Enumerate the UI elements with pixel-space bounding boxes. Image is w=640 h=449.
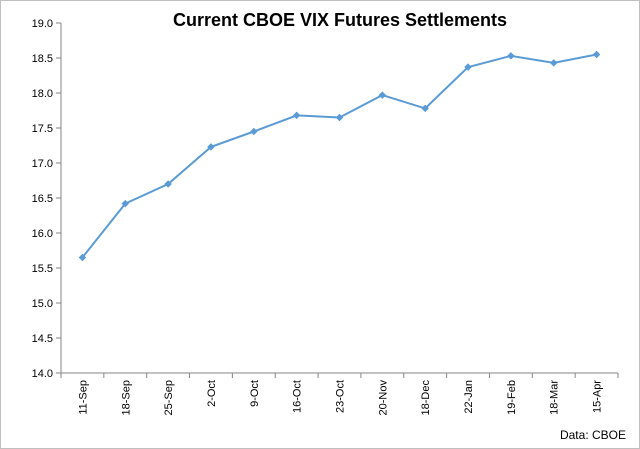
chart-series [78, 50, 601, 262]
data-point [507, 52, 515, 60]
data-point [335, 113, 344, 122]
series-line [81, 53, 597, 259]
x-tick-label: 18-Dec [420, 380, 432, 416]
y-tick-label: 19.0 [32, 18, 53, 30]
y-tick-label: 15.0 [32, 298, 53, 310]
data-point [464, 63, 472, 71]
x-tick-label: 22-Jan [463, 380, 475, 414]
source-annotation: Data: CBOE [559, 428, 626, 442]
y-tick-label: 14.5 [32, 333, 53, 345]
x-tick-label: 19-Feb [506, 380, 518, 415]
data-point [292, 111, 301, 120]
y-tick-label: 16.5 [32, 193, 53, 205]
data-point [121, 199, 130, 208]
x-tick-label: 16-Oct [292, 380, 304, 413]
data-point [164, 180, 172, 188]
y-tick-label: 15.5 [32, 263, 53, 275]
y-tick-label: 17.5 [32, 123, 53, 135]
data-point [78, 253, 87, 262]
x-tick-label: 18-Mar [549, 380, 561, 415]
chart-axes [60, 23, 618, 374]
x-tick-label: 2-Oct [206, 380, 218, 407]
data-point [549, 59, 558, 67]
data-point [207, 143, 215, 151]
y-tick-label: 18.0 [32, 88, 53, 100]
x-tick-label: 9-Oct [249, 380, 261, 407]
y-tick-label: 17.0 [32, 158, 53, 170]
x-tick-label: 15-Apr [592, 380, 604, 413]
data-point [421, 104, 430, 113]
x-tick-label: 18-Sep [120, 380, 132, 415]
data-point [592, 50, 601, 59]
data-point [249, 127, 258, 136]
chart-title: Current CBOE VIX Futures Settlements [172, 10, 508, 30]
x-tick-label: 20-Nov [377, 380, 389, 416]
chart-ticks: 14.0 14.5 15.0 15.5 16.0 16.5 17.0 17.5 18.0 18.5… [32, 18, 619, 416]
x-tick-label: 23-Oct [335, 380, 347, 413]
x-tick-label: 25-Sep [163, 380, 175, 415]
y-tick-label: 14.0 [32, 368, 53, 380]
data-point [378, 91, 387, 99]
y-tick-label: 18.5 [32, 53, 53, 65]
y-tick-label: 16.0 [32, 228, 53, 240]
x-tick-label: 11-Sep [77, 380, 89, 415]
